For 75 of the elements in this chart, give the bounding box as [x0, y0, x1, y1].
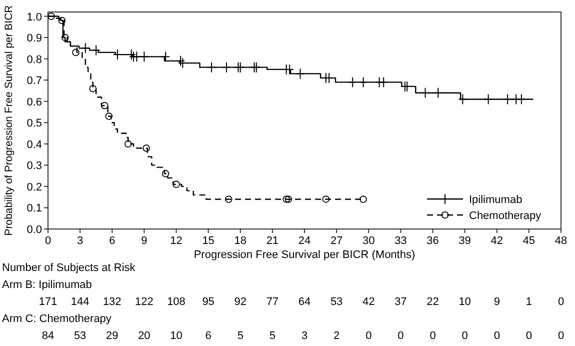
y-tick-label: 0.9 [26, 32, 42, 45]
point [172, 180, 180, 188]
point [142, 144, 150, 152]
point [252, 62, 261, 73]
y-tick-label: 0.3 [26, 160, 42, 172]
text: Arm C: Chemotherapy [2, 313, 112, 325]
legend-label: Ipilimumab [469, 194, 522, 206]
y-tick-label: 1.0 [26, 11, 42, 24]
point [379, 76, 388, 88]
point [250, 62, 259, 73]
point [92, 44, 101, 56]
point [284, 196, 292, 203]
y-tick-label: 0.7 [26, 75, 42, 88]
point [124, 140, 132, 148]
point [282, 196, 290, 203]
text: 84 53 29 20 10 6 5 5 3 2 0 0 0 0 0 0 0 [42, 330, 564, 342]
point [516, 94, 526, 105]
point [360, 196, 367, 203]
x-tick-label: 3 [77, 235, 84, 247]
y-tick-label: 0.2 [26, 181, 42, 194]
point [176, 55, 186, 66]
y-tick-label: 0.5 [26, 118, 42, 130]
point [503, 94, 512, 105]
y-tick-label: 0.0 [26, 224, 42, 236]
point [48, 12, 55, 20]
point [322, 196, 330, 203]
y-tick-label: 0.1 [26, 202, 42, 215]
point [224, 196, 232, 203]
point [161, 51, 170, 62]
point [236, 62, 245, 73]
x-tick-label: 21 [266, 235, 279, 247]
point [132, 51, 142, 62]
x-axis-title: Progression Free Survival per BICR (Months) [194, 249, 416, 261]
text: Number of Subjects at Risk [2, 262, 136, 274]
x-tick-label: 45 [522, 235, 536, 247]
point [234, 62, 243, 73]
point [458, 94, 468, 105]
x-tick-label: 33 [394, 235, 407, 247]
point [207, 62, 216, 73]
y-axis-title: Probability of Progression Free Survival per BICR [3, 4, 15, 236]
x-tick-label: 12 [170, 235, 182, 247]
text: Arm B: Ipilimumab [2, 279, 92, 291]
x-tick-label: 48 [554, 235, 568, 247]
x-tick-label: 42 [490, 235, 503, 247]
point [100, 102, 108, 110]
y-tick-label: 0.4 [26, 138, 42, 151]
x-tick-label: 24 [298, 235, 311, 247]
text: 171 144 132 122 108 95 92 77 64 53 42 37 22 10 9 1 0 [38, 296, 564, 308]
x-tick-label: 36 [426, 235, 439, 247]
x-tick-label: 39 [458, 235, 471, 247]
point [61, 34, 69, 42]
x-tick-label: 9 [141, 235, 148, 247]
x-tick-label: 18 [234, 235, 246, 247]
point [420, 87, 430, 98]
point [58, 16, 66, 24]
point [358, 76, 368, 88]
point [72, 48, 80, 56]
y-tick-label: 0.6 [26, 96, 42, 108]
x-tick-label: 15 [202, 235, 214, 247]
point [484, 94, 493, 105]
point [222, 62, 231, 73]
x-tick-label: 6 [109, 235, 116, 247]
point [89, 84, 97, 92]
point [162, 170, 170, 178]
legend-label: Chemotherapy [469, 210, 542, 222]
x-tick-label: 0 [44, 235, 52, 247]
y-tick-label: 0.8 [26, 54, 42, 66]
point [140, 51, 149, 62]
point [80, 42, 90, 54]
point [434, 87, 443, 98]
point [105, 112, 113, 120]
point [296, 68, 305, 80]
x-tick-label: 30 [362, 235, 375, 247]
x-tick-label: 27 [330, 235, 343, 247]
point [348, 76, 358, 88]
